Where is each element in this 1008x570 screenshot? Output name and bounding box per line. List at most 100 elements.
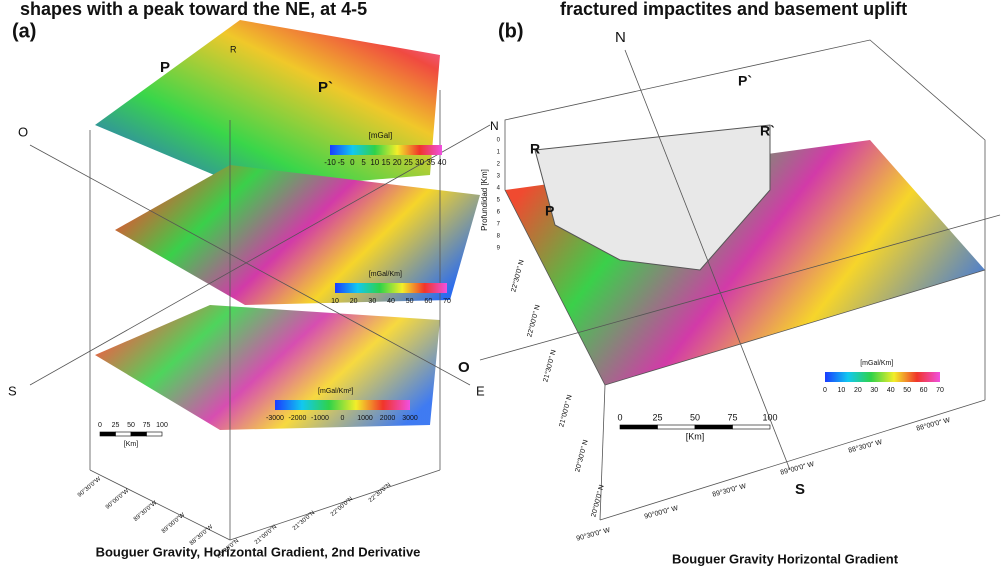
colorbar-tick: 40 [387, 298, 395, 305]
depth-tick: 8 [497, 234, 501, 240]
scale-tick: 25 [112, 422, 120, 429]
colorbar [330, 145, 442, 155]
scale-unit: [Km] [124, 441, 138, 448]
colorbar-tick: -3000 [266, 415, 284, 422]
caption: Bouguer Gravity Horizontal Gradient [672, 551, 899, 566]
scale-segment [619, 424, 658, 430]
colorbar-tick: 20 [393, 158, 402, 167]
scale-tick: 0 [98, 422, 102, 429]
coordinate-label: 21°30'0" N [541, 349, 557, 383]
panel-label: (b) [498, 20, 524, 42]
box-edge [599, 399, 986, 521]
depth-tick: 2 [497, 162, 501, 168]
depth-tick: 5 [497, 198, 501, 204]
scale-tick: 25 [652, 412, 662, 422]
colorbar-tick: 60 [424, 298, 432, 305]
direction-label: O [18, 124, 28, 139]
coordinate-label: 88°30'0" W [847, 438, 883, 455]
coordinate-label: 90°00'0" W [643, 504, 679, 521]
colorbar-tick: 0 [350, 158, 355, 167]
profile-label: P [160, 59, 170, 76]
colorbar-tick: 40 [887, 387, 895, 394]
depth-tick: 6 [497, 210, 501, 216]
scale-tick: 100 [762, 412, 777, 422]
colorbar-tick: 50 [903, 387, 911, 394]
coordinate-label: 90°30'0"W [77, 476, 103, 499]
profile-label: P` [318, 79, 333, 96]
colorbar-unit: [mGal/Km²] [318, 388, 353, 395]
scale-segment [115, 431, 132, 437]
colorbar-tick: -10 [324, 158, 336, 167]
coordinate-label: 21°00'0" N [557, 394, 573, 428]
coordinate-label: 89°00'0"W [161, 512, 187, 535]
profile-label: R` [760, 123, 775, 139]
colorbar-tick: 50 [406, 298, 414, 305]
depth-tick: 0 [497, 138, 501, 144]
scale-tick: 50 [690, 412, 700, 422]
scale-unit: [Km] [686, 431, 705, 441]
scale-segment [657, 424, 696, 430]
scale-tick: 0 [617, 412, 622, 422]
coordinate-label: 90°30'0" W [575, 526, 611, 543]
coordinate-label: 21°30'0"N [292, 510, 316, 532]
depth-tick: 9 [497, 246, 501, 252]
coordinate-label: 22°30'0" N [509, 259, 525, 293]
coordinate-label: 89°30'0" W [711, 482, 747, 499]
coordinate-label: 20°30'0" N [573, 439, 589, 473]
colorbar-tick: 20 [854, 387, 862, 394]
cross-section [534, 124, 771, 271]
coordinate-label: 20°00'0" N [589, 484, 605, 518]
depth-tick: 3 [497, 174, 501, 180]
axis-arrow [624, 49, 791, 471]
axis-arrow [479, 214, 1001, 361]
coordinate-label: 21°00'0"N [254, 524, 278, 546]
scale-tick: 100 [156, 422, 168, 429]
colorbar-tick: 0 [823, 387, 827, 394]
coordinate-label: 88°00'0" W [915, 416, 951, 433]
coordinate-label: 22°00'0" N [525, 304, 541, 338]
colorbar-tick: 30 [870, 387, 878, 394]
scale-segment [732, 424, 771, 430]
panel-label: (a) [12, 20, 36, 42]
colorbar-tick: 10 [838, 387, 846, 394]
colorbar-tick: 25 [404, 158, 413, 167]
header-text: fractured impactites and basement uplift [560, 0, 907, 19]
colorbar-tick: 70 [443, 298, 451, 305]
colorbar-tick: 35 [426, 158, 435, 167]
scale-tick: 50 [127, 422, 135, 429]
colorbar-tick: 1000 [357, 415, 373, 422]
axis-north: N [490, 119, 499, 133]
colorbar-tick: 70 [936, 387, 944, 394]
colorbar-tick: 30 [415, 158, 424, 167]
colorbar-tick: 15 [382, 158, 391, 167]
scale-tick: 75 [727, 412, 737, 422]
depth-tick: 1 [497, 150, 501, 156]
colorbar-tick: 0 [341, 415, 345, 422]
colorbar-tick: 60 [920, 387, 928, 394]
direction-label: E [476, 383, 485, 398]
scale-segment [146, 431, 163, 437]
axis-arrow [29, 124, 491, 386]
colorbar-tick: 40 [438, 158, 447, 167]
profile-label: R [230, 44, 237, 54]
colorbar [825, 372, 940, 382]
colorbar-tick: -2000 [289, 415, 307, 422]
direction-label: S [795, 481, 805, 498]
gradient-map [115, 165, 480, 305]
colorbar-unit: [mGal] [369, 131, 393, 140]
scale-segment [694, 424, 733, 430]
colorbar-tick: 10 [331, 298, 339, 305]
depth-tick: 7 [497, 222, 501, 228]
colorbar-tick: 5 [361, 158, 366, 167]
direction-label: O [458, 359, 470, 376]
derivative-map [95, 305, 440, 430]
colorbar-tick: -1000 [311, 415, 329, 422]
box-edge [599, 384, 606, 521]
coordinate-label: 88°30'0"W [189, 524, 215, 547]
axis-arrow [29, 144, 471, 386]
coordinate-label: 22°00'0"N [330, 496, 354, 518]
coordinate-label: 90°00'0"W [105, 488, 131, 511]
colorbar-tick: 10 [370, 158, 379, 167]
colorbar [335, 283, 447, 293]
